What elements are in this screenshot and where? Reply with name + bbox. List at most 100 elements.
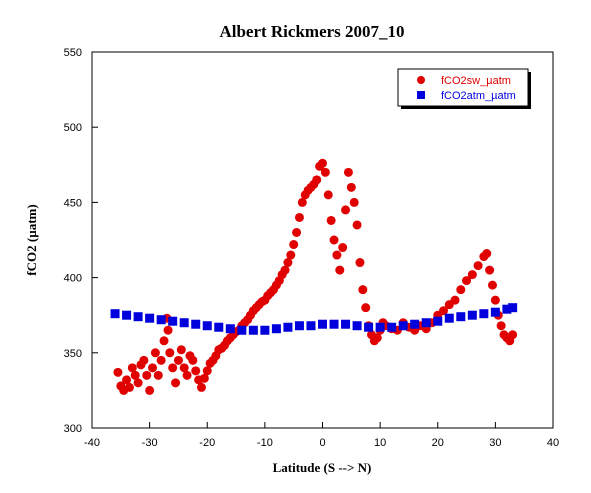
data-point xyxy=(248,325,258,335)
data-point xyxy=(456,312,466,322)
data-point xyxy=(176,345,186,355)
data-point xyxy=(122,310,132,320)
data-point xyxy=(171,378,181,388)
x-tick-label: -10 xyxy=(257,437,273,449)
y-tick-label: 450 xyxy=(64,197,82,209)
data-point xyxy=(283,322,293,332)
data-point xyxy=(142,370,152,380)
data-point xyxy=(473,261,483,271)
y-tick-label: 500 xyxy=(64,122,82,134)
data-point xyxy=(490,295,500,305)
data-point xyxy=(341,205,351,215)
data-point xyxy=(323,190,333,200)
data-point xyxy=(286,250,296,260)
data-point xyxy=(502,304,512,314)
data-point xyxy=(124,382,134,392)
data-point xyxy=(433,316,443,326)
data-point xyxy=(283,258,293,268)
data-point xyxy=(110,309,120,319)
data-point xyxy=(280,265,290,275)
data-point xyxy=(329,235,339,245)
data-point xyxy=(387,322,397,332)
data-point xyxy=(145,313,155,323)
data-point xyxy=(225,324,235,334)
data-point xyxy=(306,321,316,331)
data-point xyxy=(329,319,339,329)
x-tick-label: 20 xyxy=(432,437,444,449)
data-point xyxy=(294,212,304,222)
data-point xyxy=(196,382,206,392)
data-point xyxy=(490,307,500,317)
data-point xyxy=(479,309,489,319)
data-point xyxy=(159,336,169,346)
data-point xyxy=(318,319,327,329)
legend-marker-sw xyxy=(417,76,425,84)
data-point xyxy=(361,303,371,313)
data-point xyxy=(352,321,362,331)
data-point xyxy=(139,355,149,365)
legend-label-atm: fCO2atm_µatm xyxy=(441,90,516,102)
x-tick-label: -20 xyxy=(199,437,215,449)
data-point xyxy=(467,270,477,280)
data-point xyxy=(168,316,178,326)
y-tick-label: 300 xyxy=(64,423,82,435)
x-tick-label: 30 xyxy=(489,437,501,449)
data-point xyxy=(130,370,140,380)
data-point xyxy=(444,313,454,323)
legend-label-sw: fCO2sw_µatm xyxy=(441,75,511,87)
data-point xyxy=(271,324,281,334)
data-point xyxy=(485,265,495,275)
data-point xyxy=(179,363,189,373)
data-point xyxy=(421,318,431,328)
y-axis-label: fCO2 (µatm) xyxy=(24,204,39,275)
data-point xyxy=(496,321,506,331)
data-point xyxy=(156,355,166,365)
data-point xyxy=(148,363,158,373)
data-point xyxy=(289,240,299,250)
data-point xyxy=(188,355,198,365)
data-point xyxy=(199,373,209,383)
x-tick-label: -40 xyxy=(84,437,100,449)
data-point xyxy=(349,197,359,207)
data-point xyxy=(191,319,201,329)
data-point xyxy=(179,318,189,328)
data-point xyxy=(260,325,270,335)
data-point xyxy=(372,333,382,343)
data-point xyxy=(439,306,449,316)
data-point xyxy=(456,285,466,295)
data-point xyxy=(318,158,327,168)
x-axis-ticks: -40 -30 -20 -10 0 10 20 30 40 xyxy=(84,422,559,449)
legend: fCO2sw_µatm fCO2atm_µatm xyxy=(397,68,531,109)
data-point xyxy=(150,348,160,358)
data-point xyxy=(508,303,518,313)
series-fco2sw xyxy=(113,158,518,395)
data-point xyxy=(332,250,342,260)
data-point xyxy=(133,378,143,388)
data-point xyxy=(163,325,173,335)
data-point xyxy=(165,348,175,358)
data-point xyxy=(168,363,178,373)
x-axis-label: Latitude (S --> N) xyxy=(273,460,372,475)
data-point xyxy=(173,355,183,365)
x-tick-label: 10 xyxy=(374,437,386,449)
data-point xyxy=(346,182,356,192)
chart-title: Albert Rickmers 2007_10 xyxy=(219,22,404,41)
data-point xyxy=(182,370,192,380)
y-tick-label: 550 xyxy=(64,47,82,59)
y-axis-ticks: 300 350 400 450 500 550 xyxy=(64,47,98,435)
data-point xyxy=(358,285,368,295)
data-point xyxy=(341,319,351,329)
data-point xyxy=(335,265,345,275)
data-point xyxy=(508,330,518,340)
data-point xyxy=(410,319,420,329)
data-point xyxy=(113,367,123,377)
data-point xyxy=(326,215,336,225)
data-point xyxy=(375,322,385,332)
data-point xyxy=(398,321,408,331)
data-point xyxy=(191,366,201,376)
data-point xyxy=(450,295,460,305)
data-point xyxy=(338,243,348,253)
data-point xyxy=(364,322,374,332)
data-point xyxy=(312,175,322,185)
data-point xyxy=(352,220,362,230)
